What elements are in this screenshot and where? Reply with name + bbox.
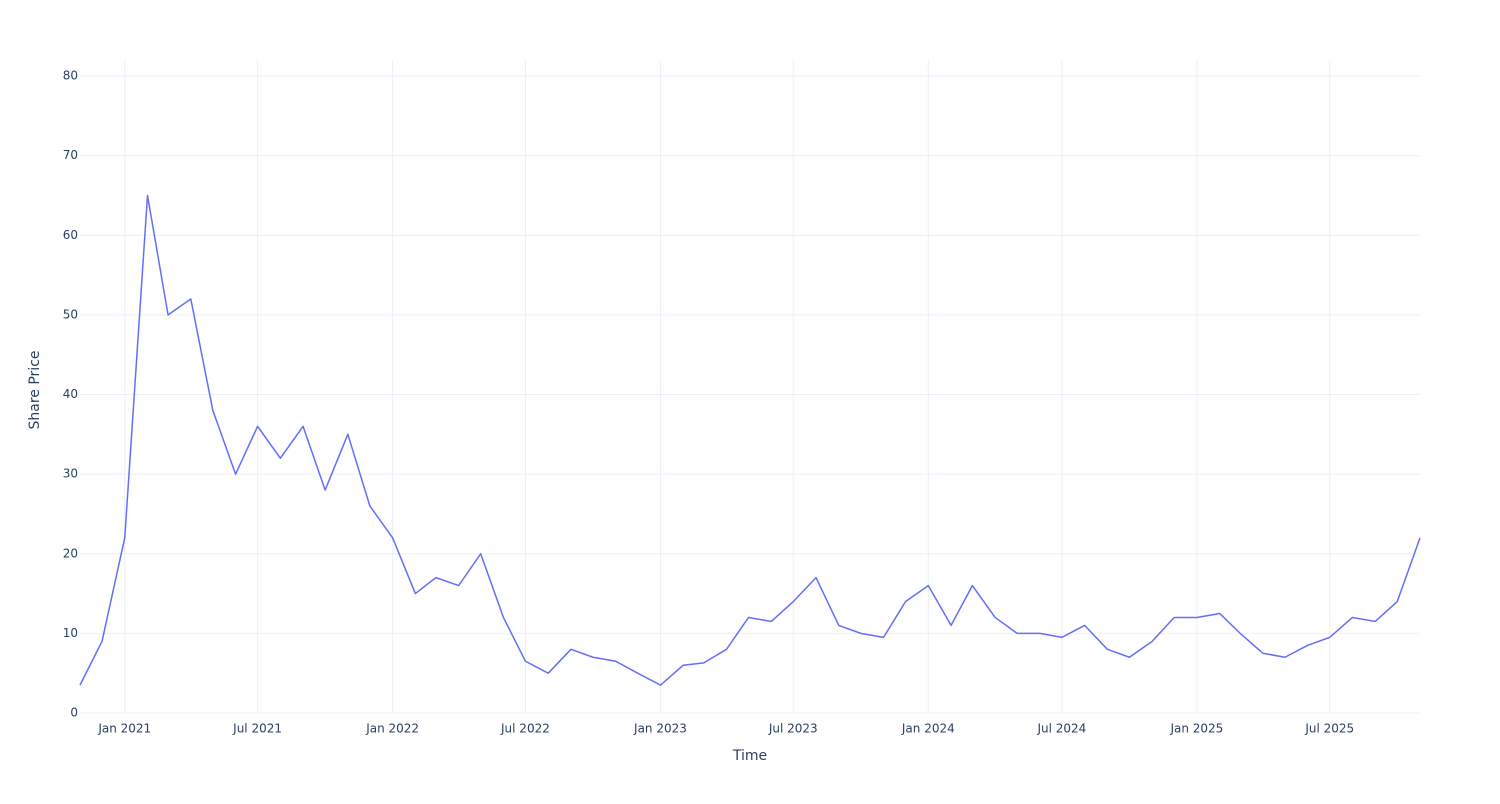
y-tick-label: 50 xyxy=(63,307,78,321)
y-axis-label: Share Price xyxy=(27,350,43,429)
x-tick-label: Jan 2023 xyxy=(633,722,687,736)
x-tick-label: Jul 2024 xyxy=(1036,722,1086,736)
x-tick-label: Jul 2021 xyxy=(232,722,282,736)
x-tick-label: Jan 2025 xyxy=(1169,722,1223,736)
x-tick-label: Jul 2025 xyxy=(1304,722,1354,736)
y-tick-label: 0 xyxy=(70,706,78,720)
price-line xyxy=(79,194,1421,686)
x-tick-label: Jan 2024 xyxy=(901,722,955,736)
x-tick-label: Jan 2022 xyxy=(365,722,419,736)
y-tick-label: 40 xyxy=(63,387,78,401)
y-tick-label: 30 xyxy=(63,467,78,481)
x-axis-label: Time xyxy=(732,748,767,764)
y-tick-label: 20 xyxy=(63,546,78,560)
y-tick-label: 10 xyxy=(63,626,78,640)
y-tick-label: 70 xyxy=(63,148,78,162)
x-tick-label: Jan 2021 xyxy=(97,722,151,736)
y-tick-label: 60 xyxy=(63,228,78,242)
x-tick-label: Jul 2022 xyxy=(500,722,550,736)
x-tick-label: Jul 2023 xyxy=(768,722,818,736)
y-tick-label: 80 xyxy=(63,69,78,83)
